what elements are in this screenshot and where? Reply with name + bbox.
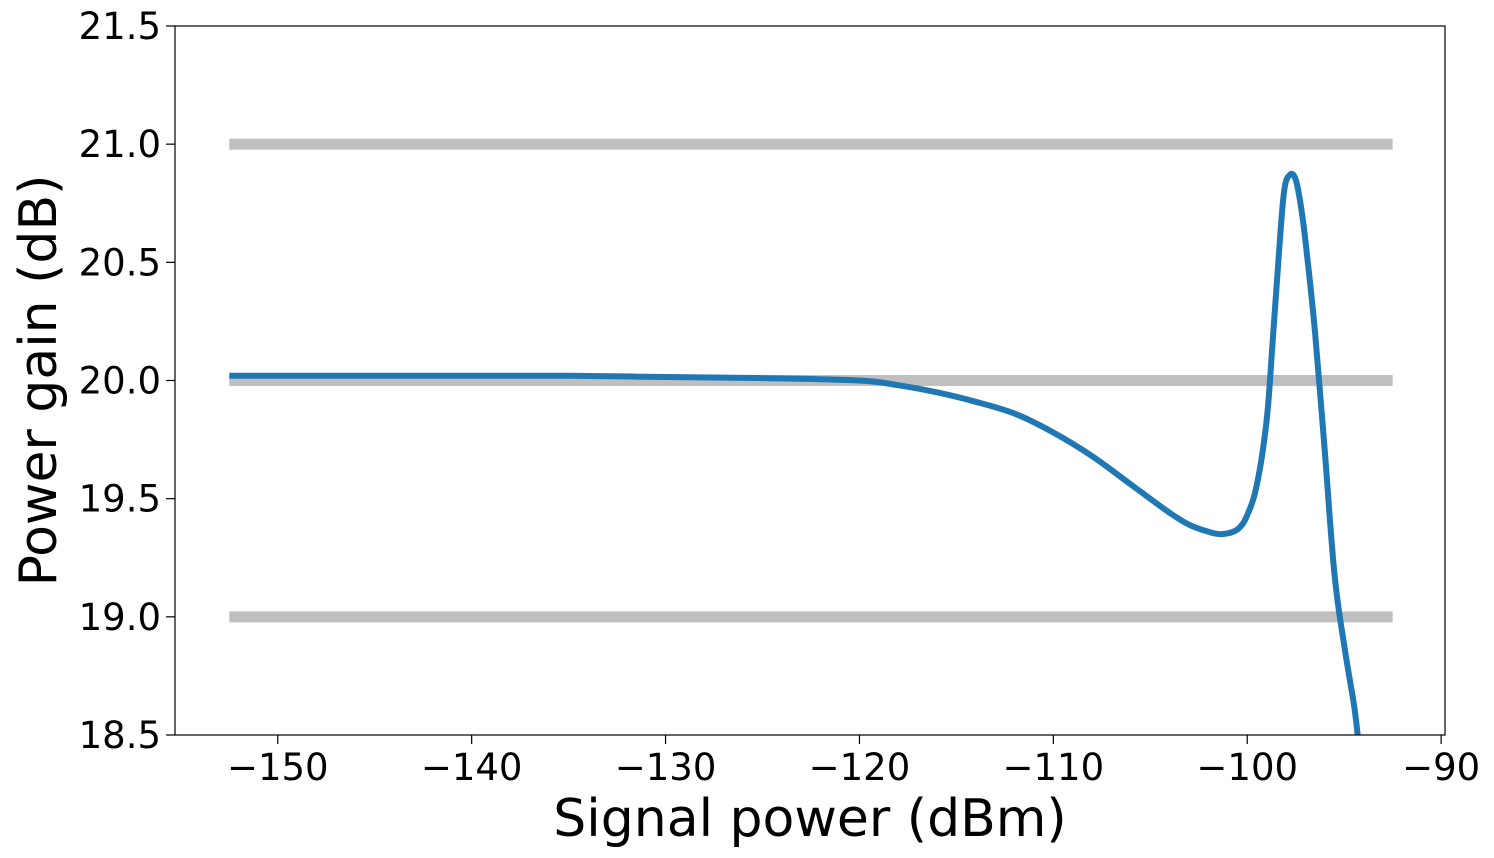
y-tick-label: 18.5: [79, 714, 161, 757]
x-tick-label: −90: [1402, 746, 1480, 789]
y-tick-label: 19.0: [79, 596, 161, 639]
y-axis-label: Power gain (dB): [9, 175, 69, 587]
x-tick-label: −100: [1196, 746, 1298, 789]
y-tick-label: 19.5: [79, 478, 161, 521]
y-tick-label: 21.0: [79, 123, 161, 166]
x-tick-label: −130: [615, 746, 717, 789]
x-tick-label: −150: [227, 746, 329, 789]
y-axis-ticks: 18.5 19.0 19.5 20.0 20.5 21.0 21.5: [79, 5, 175, 757]
x-tick-label: −120: [809, 746, 911, 789]
x-tick-label: −140: [421, 746, 523, 789]
series-line-0: [229, 170, 1361, 736]
x-axis-label: Signal power (dBm): [553, 789, 1066, 849]
y-tick-label: 20.5: [79, 241, 161, 284]
y-tick-label: 21.5: [79, 5, 161, 48]
y-tick-label: 20.0: [79, 360, 161, 403]
x-tick-label: −110: [1003, 746, 1105, 789]
x-axis-ticks: −150 −140 −130 −120 −110 −100 −90: [227, 735, 1480, 789]
series-layer: [229, 170, 1361, 736]
